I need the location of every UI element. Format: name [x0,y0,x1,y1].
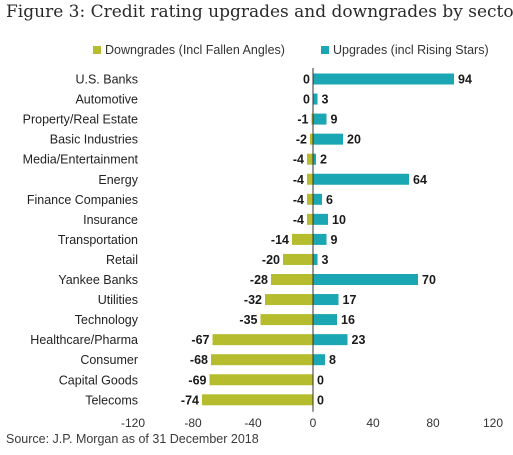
x-tick-label: -80 [184,416,202,430]
bar-upgrades-utilities [313,294,339,306]
bar-downgrades-finance-companies [307,193,313,205]
value-label-upgrades-basic-industries: 20 [347,133,361,147]
value-label-downgrades-transportation: -14 [271,233,289,247]
category-label-u-s-banks: U.S. Banks [75,73,138,87]
value-label-downgrades-energy: -4 [293,173,304,187]
source-note: Source: J.P. Morgan as of 31 December 20… [6,432,259,446]
value-label-upgrades-finance-companies: 6 [326,193,333,207]
value-label-downgrades-retail: -20 [262,253,280,267]
bar-upgrades-technology [313,314,337,326]
bar-upgrades-property-real-estate [313,113,327,125]
bar-downgrades-consumer [211,354,313,366]
value-label-upgrades-telecoms: 0 [317,393,324,407]
value-label-upgrades-u-s-banks: 94 [458,73,472,87]
value-label-upgrades-energy: 64 [413,173,427,187]
value-label-downgrades-property-real-estate: -1 [297,113,308,127]
x-tick-label: 120 [483,416,503,430]
chart-title: Figure 3: Credit rating upgrades and dow… [6,2,513,22]
category-label-utilities: Utilities [98,293,138,307]
bar-upgrades-healthcare-pharma [313,334,348,346]
value-label-upgrades-retail: 3 [322,253,329,267]
value-label-upgrades-insurance: 10 [332,213,346,227]
value-label-downgrades-u-s-banks: 0 [303,73,310,87]
value-label-upgrades-media-entertainment: 2 [320,153,327,167]
bar-upgrades-insurance [313,213,328,225]
value-label-downgrades-basic-industries: -2 [296,133,307,147]
category-label-retail: Retail [106,253,138,267]
bar-upgrades-media-entertainment [313,153,316,165]
bar-downgrades-capital-goods [209,374,313,386]
bar-upgrades-transportation [313,233,327,245]
x-tick-label: 0 [310,416,317,430]
category-label-automotive: Automotive [75,93,138,107]
value-label-downgrades-insurance: -4 [293,213,304,227]
bar-upgrades-basic-industries [313,133,343,145]
category-label-technology: Technology [75,313,139,327]
value-label-upgrades-healthcare-pharma: 23 [352,333,366,347]
bar-downgrades-yankee-banks [271,274,313,285]
bar-downgrades-property-real-estate [311,113,313,125]
value-label-upgrades-consumer: 8 [329,353,336,367]
bar-upgrades-consumer [313,354,325,366]
bar-upgrades-u-s-banks [313,73,454,85]
bar-downgrades-technology [260,314,313,326]
category-label-capital-goods: Capital Goods [59,373,138,387]
category-label-basic-industries: Basic Industries [50,133,138,147]
value-label-upgrades-transportation: 9 [331,233,338,247]
bar-downgrades-basic-industries [310,133,313,145]
value-label-downgrades-capital-goods: -69 [188,373,206,387]
bar-downgrades-energy [307,173,313,185]
bar-downgrades-healthcare-pharma [212,334,313,346]
value-label-upgrades-capital-goods: 0 [317,373,324,387]
x-tick-label: 80 [426,416,440,430]
bar-upgrades-automotive [313,93,318,105]
value-label-upgrades-yankee-banks: 70 [422,273,436,287]
bar-downgrades-media-entertainment [307,153,313,165]
legend-swatch-upgrades [321,46,329,54]
category-label-finance-companies: Finance Companies [27,193,138,207]
category-label-yankee-banks: Yankee Banks [58,273,138,287]
value-label-upgrades-technology: 16 [341,313,355,327]
value-label-downgrades-healthcare-pharma: -67 [191,333,209,347]
value-label-downgrades-automotive: 0 [303,93,310,107]
x-tick-label: -40 [244,416,262,430]
bar-upgrades-finance-companies [313,193,322,205]
legend-label-downgrades: Downgrades (Incl Fallen Angles) [105,43,285,57]
category-label-consumer: Consumer [80,353,138,367]
category-label-healthcare-pharma: Healthcare/Pharma [30,333,138,347]
category-label-media-entertainment: Media/Entertainment [23,153,139,167]
value-label-upgrades-utilities: 17 [343,293,357,307]
category-label-telecoms: Telecoms [85,393,138,407]
value-label-downgrades-media-entertainment: -4 [293,153,304,167]
category-label-energy: Energy [98,173,138,187]
value-label-upgrades-property-real-estate: 9 [331,113,338,127]
bar-upgrades-energy [313,173,409,185]
value-label-downgrades-technology: -35 [239,313,257,327]
value-label-downgrades-utilities: -32 [244,293,262,307]
category-label-insurance: Insurance [83,213,138,227]
category-label-transportation: Transportation [58,233,138,247]
x-tick-label: -120 [121,416,145,430]
bar-downgrades-insurance [307,213,313,225]
value-label-downgrades-finance-companies: -4 [293,193,304,207]
bar-downgrades-transportation [292,233,313,245]
value-label-downgrades-telecoms: -74 [181,393,199,407]
bar-downgrades-retail [283,253,313,265]
bar-downgrades-telecoms [202,394,313,406]
bar-upgrades-retail [313,253,318,265]
legend-label-upgrades: Upgrades (incl Rising Stars) [333,43,489,57]
legend-swatch-downgrades [93,46,101,54]
value-label-upgrades-automotive: 3 [322,93,329,107]
x-tick-label: 40 [366,416,380,430]
value-label-downgrades-consumer: -68 [190,353,208,367]
category-label-property-real-estate: Property/Real Estate [23,113,138,127]
bar-downgrades-utilities [265,294,313,306]
bar-upgrades-yankee-banks [313,274,418,285]
value-label-downgrades-yankee-banks: -28 [250,273,268,287]
